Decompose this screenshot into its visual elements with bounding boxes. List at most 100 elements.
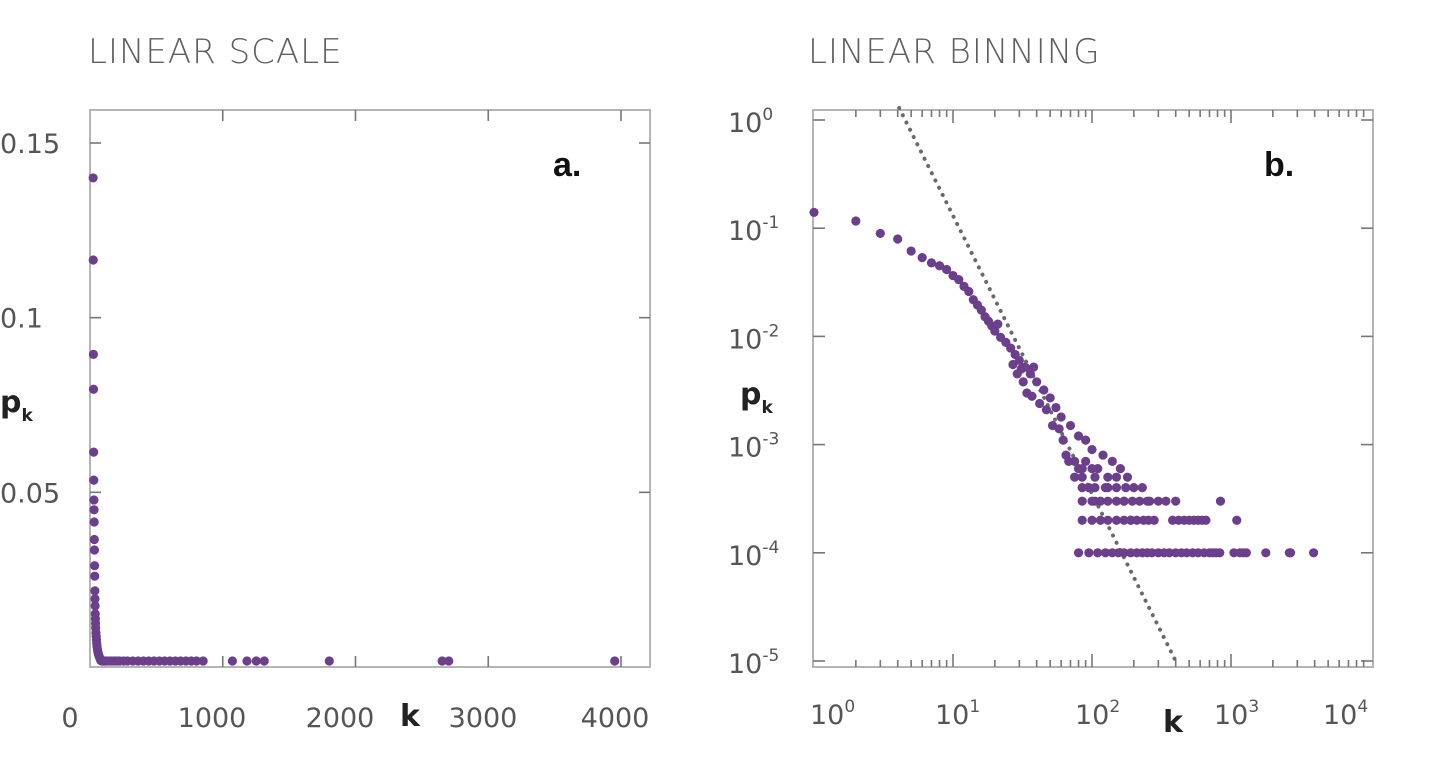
panel-b-data-point	[1142, 496, 1152, 506]
panel-a-data-point	[89, 505, 99, 515]
panel-b-data-point	[1070, 456, 1080, 466]
panel-b-data-point	[1065, 420, 1076, 431]
panel-b-data-point	[1115, 464, 1125, 474]
panel-b-data-point	[964, 286, 974, 297]
panel-b-y-tick-label: 100	[728, 105, 773, 139]
panel-b-data-point	[1199, 548, 1209, 558]
panel-b-data-point	[1111, 496, 1122, 506]
panel-b-data-point	[1098, 450, 1108, 460]
panel-a-x-tick-label: 0	[61, 703, 78, 734]
panel-b-y-tick-labels: 100 10-1 10-2 10-3 10-4 10-5	[728, 105, 779, 680]
panel-a-data-point	[198, 656, 208, 666]
panel-a-x-tick-label: 3000	[449, 703, 518, 734]
panel-b-data-point	[1045, 393, 1055, 403]
panel-a-data-point	[88, 384, 99, 394]
panel-b-data-point	[954, 274, 964, 285]
panel-b-y-axis-label: pk	[740, 377, 773, 418]
panel-a-data-point	[89, 447, 99, 457]
panel-b-data-point	[893, 234, 903, 244]
panel-b-data-point	[1132, 515, 1142, 525]
panel-b-data-point	[1147, 548, 1157, 558]
panel-a-data-point	[89, 534, 99, 545]
panel-a-x-tick-labels: 0 1000 2000 3000 4000	[61, 703, 649, 734]
panel-b-data-point	[1020, 362, 1030, 372]
panel-b-data-point	[1032, 377, 1042, 387]
panel-b-data-point	[1090, 472, 1100, 482]
panel-b-data-point	[1087, 496, 1097, 506]
panel-a-plot-frame	[89, 109, 651, 668]
panel-b-data-point	[1285, 548, 1296, 558]
panel-a-data-point	[227, 656, 237, 666]
panel-b-data-point	[1241, 548, 1251, 558]
panel-b-data-point	[942, 264, 952, 275]
panel-b-data-point	[1058, 435, 1068, 445]
panel-a-y-tick-labels: 0.15 0.1 0.05	[0, 129, 60, 509]
panel-a-x-tick-label: 1000	[178, 703, 247, 734]
panel-b-data-point	[1006, 343, 1016, 353]
panel-a-label: a.	[553, 146, 581, 184]
panel-b-y-axis-label-main: p	[740, 377, 761, 412]
panel-b-y-tick-label: 10-4	[728, 538, 779, 572]
panel-a-data-point	[251, 656, 261, 666]
panel-b-data-point	[1073, 431, 1084, 441]
panel-b-label: b.	[1264, 146, 1294, 184]
panel-b-data-point	[1161, 496, 1171, 506]
panel-a-data-point	[90, 601, 100, 611]
panel-b-data-point	[1087, 444, 1097, 455]
panel-b-data-point	[1103, 472, 1113, 482]
panel-b-data-point	[1107, 456, 1117, 466]
panel-b-data-point	[1081, 435, 1091, 445]
panel-b-data-point	[1077, 472, 1087, 482]
panel-b-y-tick-label: 10-1	[728, 213, 779, 247]
panel-b-data-point	[1077, 483, 1087, 493]
panel-b-data-point	[1232, 515, 1242, 525]
panel-b-data-point	[1111, 472, 1122, 482]
panel-a-y-axis-label: pk	[0, 385, 33, 426]
panel-a-data-points	[88, 173, 620, 666]
panel-a-data-point	[259, 656, 269, 666]
panel-a-data-point	[324, 656, 334, 666]
panel-b-data-point	[1095, 496, 1106, 506]
panel-b-data-point	[906, 246, 916, 256]
panel-a-y-tick-label: 0.1	[0, 304, 43, 335]
panel-b-data-point	[1028, 362, 1039, 372]
panel-b-data-point	[1100, 483, 1111, 493]
panel-b-data-point	[1100, 548, 1111, 558]
panel-b-data-point	[993, 319, 1003, 329]
panel-b-data-point	[934, 261, 945, 271]
panel-b-data-point	[1056, 412, 1066, 422]
panel-b-data-point	[1134, 496, 1145, 506]
panel-a-x-tick-label: 4000	[581, 703, 650, 734]
panel-b-data-point	[1077, 515, 1087, 525]
panel-b-data-point	[1119, 515, 1129, 525]
panel-b-data-point	[1103, 515, 1113, 525]
panel-b-data-point	[1143, 515, 1154, 525]
panel-b-data-point	[926, 258, 937, 268]
panel-b-data-point	[1201, 515, 1211, 525]
panel-b-data-point	[1119, 548, 1129, 558]
panel-b-data-point	[1073, 548, 1084, 558]
panel-b-data-point	[1035, 398, 1045, 409]
panel-b-tick-marks	[813, 110, 1373, 667]
panel-a-data-point	[89, 561, 100, 571]
panel-b-data-point	[1122, 472, 1133, 482]
panel-b-x-tick-label: 101	[935, 697, 980, 731]
panel-a-linear-scale: LINEAR SCALE a. 0 1000 2000 3000 4000 0.150.…	[0, 32, 651, 734]
panel-a-data-point	[90, 571, 100, 581]
panel-a-data-point	[444, 656, 454, 666]
panel-a-data-point	[88, 349, 98, 359]
panel-a-data-point	[191, 656, 202, 666]
panel-a-data-point	[242, 656, 252, 666]
panel-a-data-point	[88, 255, 98, 265]
panel-b-data-point	[1111, 483, 1122, 493]
panel-a-x-tick-label: 2000	[306, 703, 375, 734]
panel-b-data-point	[917, 252, 927, 263]
panel-b-x-tick-label: 104	[1323, 697, 1368, 731]
panel-b-x-tick-label: 102	[1075, 697, 1120, 731]
panel-b-y-tick-label: 10-3	[728, 430, 779, 464]
panel-b-y-tick-label: 10-2	[728, 321, 779, 355]
panel-b-data-point	[1014, 355, 1024, 366]
panel-b-title: LINEAR BINNING	[808, 32, 1101, 72]
panel-b-data-point	[809, 207, 819, 217]
